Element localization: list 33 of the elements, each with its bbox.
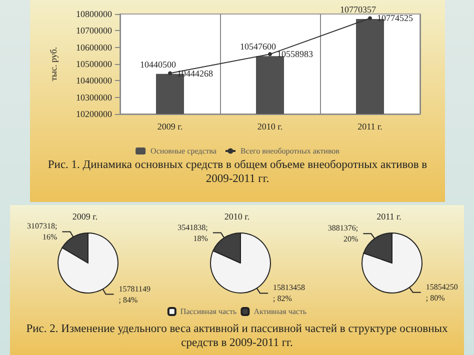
- y-tick-label: 10700000: [76, 26, 112, 36]
- data-label: 15781149 ; 84%: [118, 284, 150, 304]
- y-tick-label: 10300000: [76, 92, 112, 102]
- legend-label: Пассивная часть: [180, 307, 238, 316]
- data-label: 15854250 ; 80%: [426, 282, 458, 302]
- data-label: 3107318; 16%: [26, 222, 58, 242]
- data-label: 10547600: [240, 42, 276, 52]
- data-label: 3541838; 18%: [178, 222, 208, 243]
- chart-title: 2011 г.: [376, 212, 402, 222]
- point: [168, 71, 172, 76]
- y-tick-label: 10500000: [76, 59, 112, 69]
- legend-label: Всего внеоборотных активов: [240, 146, 340, 156]
- data-label: 15813458 ; 82%: [273, 283, 306, 304]
- x-tick-label: 2011 г.: [358, 122, 382, 132]
- y-tick-label: 10600000: [76, 42, 112, 52]
- x-tick-label: 2009 г.: [157, 122, 183, 132]
- text: Рис. 1. Динамика основных средств в общем объеме внеоборотных активов в 2009-2011 гг.: [46, 158, 428, 186]
- chart-title: 2009 г.: [72, 212, 98, 222]
- y-tick-label: 10400000: [76, 76, 112, 86]
- chart-title: 2010 г.: [224, 212, 250, 222]
- x-tick-label: 2010 г.: [257, 122, 283, 132]
- data-label: 3881376; 20%: [328, 224, 358, 244]
- text: Рис. 2. Изменение удельного веса активной и пассивной частей в структуре основных средств в 2009-2011 гг.: [25, 322, 449, 350]
- y-tick-label: 10200000: [76, 109, 112, 119]
- data-label: 10558983: [277, 49, 314, 60]
- legend-label: Активная часть: [254, 307, 307, 316]
- y-tick-label: 10800000: [76, 9, 112, 19]
- point: [368, 16, 372, 20]
- data-label: 10440500: [140, 59, 176, 70]
- y-axis-title: тыс. руб.: [48, 46, 58, 82]
- point: [268, 52, 272, 56]
- legend-label: Основные средства: [150, 146, 217, 156]
- data-label: 10770357: [340, 4, 376, 14]
